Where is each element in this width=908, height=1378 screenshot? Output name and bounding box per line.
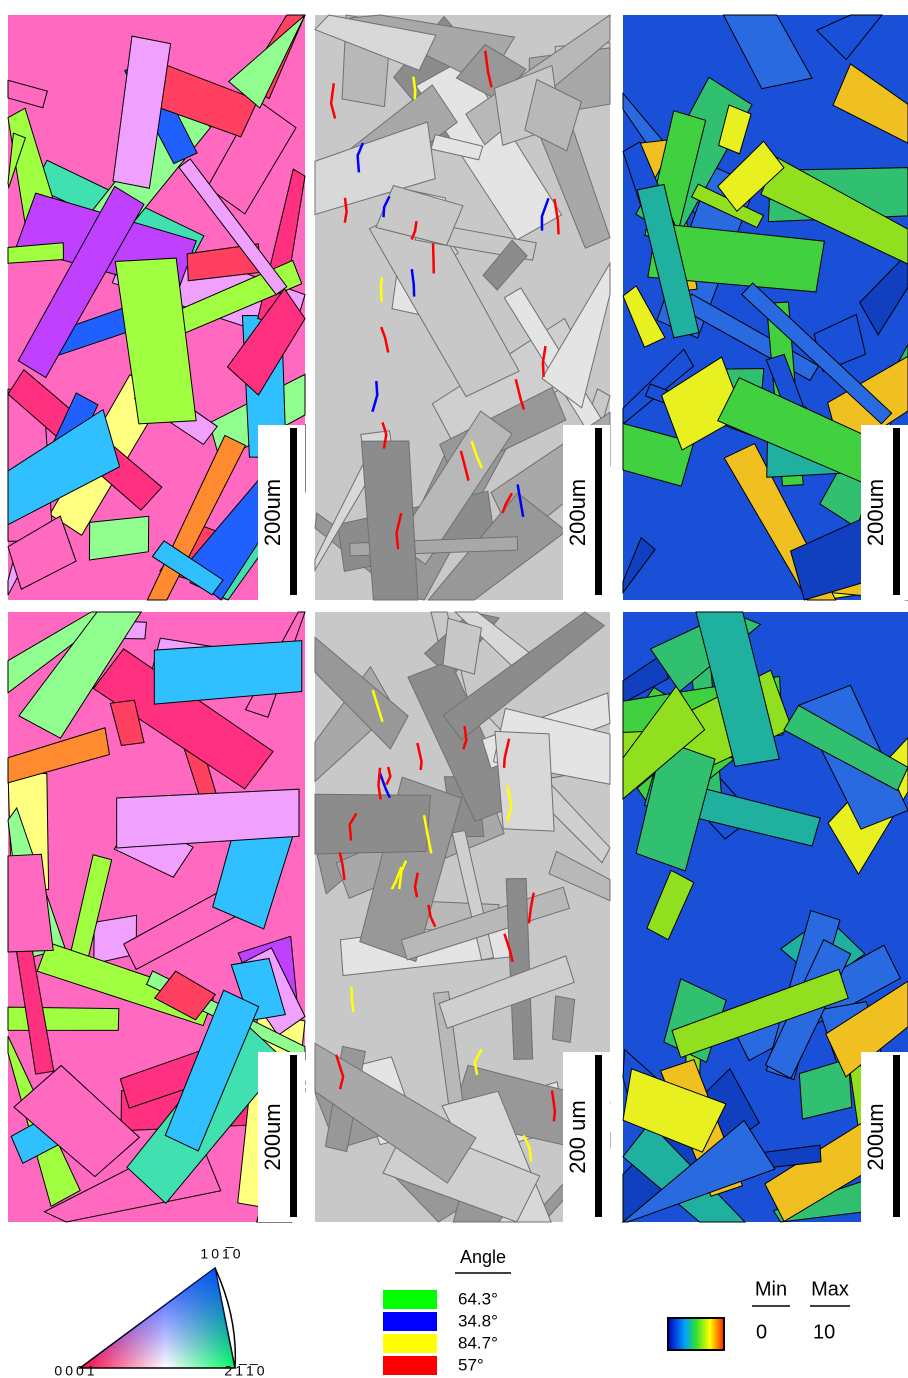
- map-panel: 200um: [8, 15, 305, 600]
- scale-bar: [595, 428, 602, 595]
- angle-swatch: [383, 1334, 437, 1353]
- map-panel: 200um: [8, 612, 305, 1222]
- grain: [495, 731, 554, 831]
- scale-label: 200 um: [565, 1100, 590, 1173]
- map-panel: 200 um: [315, 612, 610, 1222]
- ipf-left-label: 0001: [54, 1363, 97, 1378]
- figure: 200um 200um 200um 200um 200 um 200um 101̅0 0001…: [0, 0, 908, 1378]
- angle-title: Angle: [460, 1247, 506, 1267]
- scale-bar: [290, 1055, 297, 1217]
- scale-bar: [595, 1055, 602, 1217]
- angle-swatch: [383, 1290, 437, 1309]
- map-panel: 200um: [623, 612, 908, 1222]
- scale-bar: [893, 428, 900, 595]
- colormap-bar: [668, 1318, 724, 1350]
- angle-swatch: [383, 1356, 437, 1375]
- ipf-top-label: 101̅0: [200, 1246, 243, 1262]
- colormap-max-value: 10: [813, 1321, 835, 1343]
- angle-label: 57°: [458, 1355, 484, 1374]
- colormap-max-label: Max: [811, 1278, 849, 1300]
- map-panel: 200um: [623, 15, 908, 600]
- scale-label: 200um: [260, 479, 285, 546]
- scale-bar: [290, 428, 297, 595]
- angle-label: 64.3°: [458, 1289, 498, 1308]
- angle-swatch: [383, 1312, 437, 1331]
- grain: [552, 996, 574, 1042]
- scale-label: 200um: [260, 1103, 285, 1170]
- grain: [443, 618, 481, 674]
- map-panel: 200um: [315, 15, 610, 600]
- scale-label: 200um: [565, 479, 590, 546]
- twin-boundary: [433, 243, 434, 273]
- colormap-min-value: 0: [756, 1321, 767, 1343]
- ipf-triangle-overlay: [80, 1268, 235, 1368]
- grain: [315, 794, 430, 854]
- colormap-min-label: Min: [755, 1278, 787, 1300]
- angle-label: 84.7°: [458, 1333, 498, 1352]
- scale-label: 200um: [863, 479, 888, 546]
- scale-bar: [893, 1055, 900, 1217]
- scale-label: 200um: [863, 1103, 888, 1170]
- twin-boundary: [381, 277, 382, 301]
- grain: [8, 1007, 119, 1030]
- ipf-right-label: 21̅1̅0: [224, 1363, 267, 1378]
- angle-label: 34.8°: [458, 1311, 498, 1330]
